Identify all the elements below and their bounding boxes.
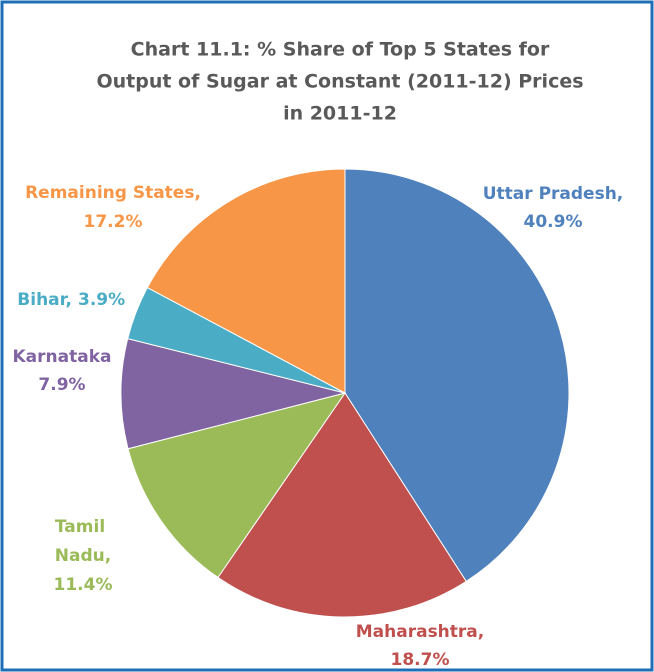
chart-title: in 2011-12 [283,103,397,125]
data-label-value: 7.9% [38,375,85,395]
data-label-value: 17.2% [84,212,143,232]
data-label-value: 18.7% [391,650,450,670]
data-label-value: 40.9% [524,212,583,232]
pie-slice [120,338,346,450]
data-label-category: Maharashtra, [356,622,484,642]
data-label-category: Uttar Pradesh, [483,184,624,204]
pie-slice [146,168,346,394]
data-label-category: Remaining States, [25,183,201,203]
pie-slice [217,392,467,618]
data-label-value: 3.9% [78,290,125,310]
data-label-category: Tamil Nadu, [55,517,111,566]
data-label-category: Bihar, [17,290,72,310]
data-label-category: Karnataka [13,347,112,367]
data-label-value: 11.4% [54,575,113,595]
pie-slice [127,392,347,579]
pie-slice [344,168,570,583]
chart-title: Chart 11.1: % Share of Top 5 States for [131,39,550,61]
chart-title: Output of Sugar at Constant (2011-12) Pr… [96,71,583,93]
